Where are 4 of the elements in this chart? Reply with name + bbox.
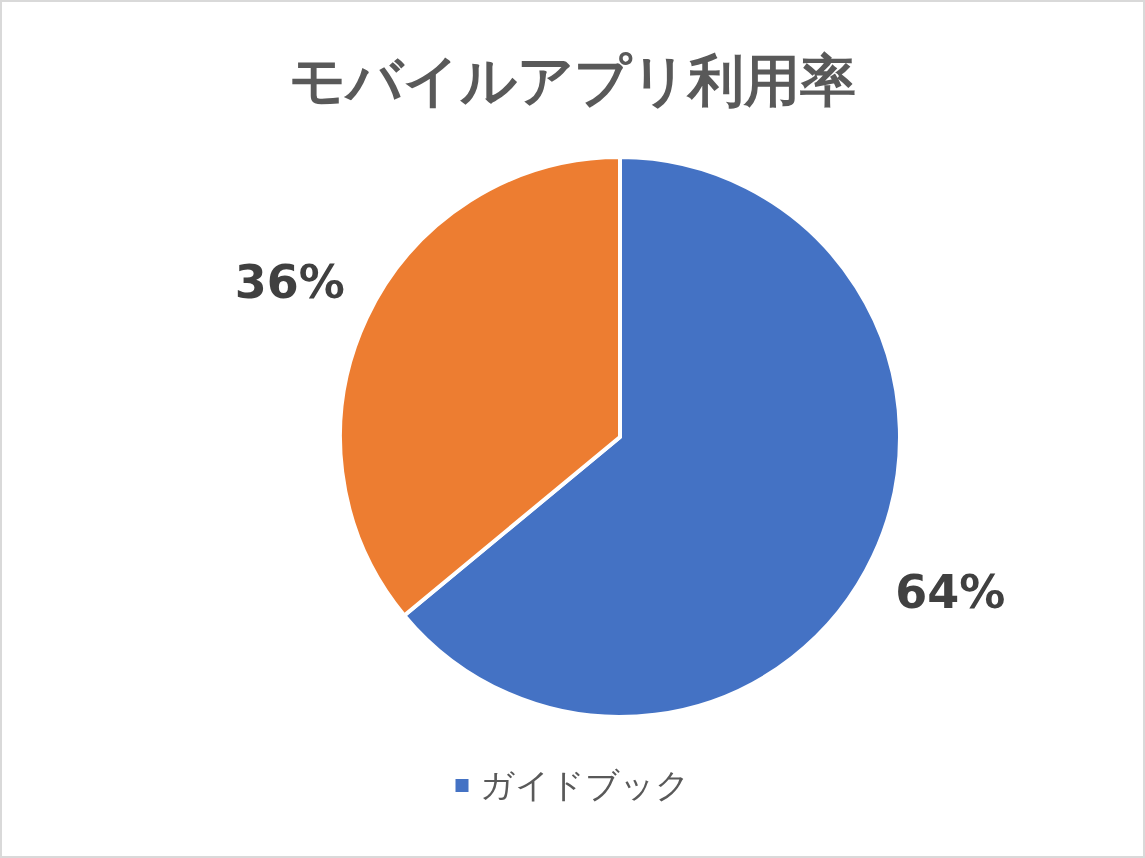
legend: ガイドブック — [455, 765, 690, 805]
chart-title: モバイルアプリ利用率 — [289, 48, 856, 113]
data-label: 36% — [234, 254, 345, 309]
data-label: 64% — [895, 565, 1006, 620]
